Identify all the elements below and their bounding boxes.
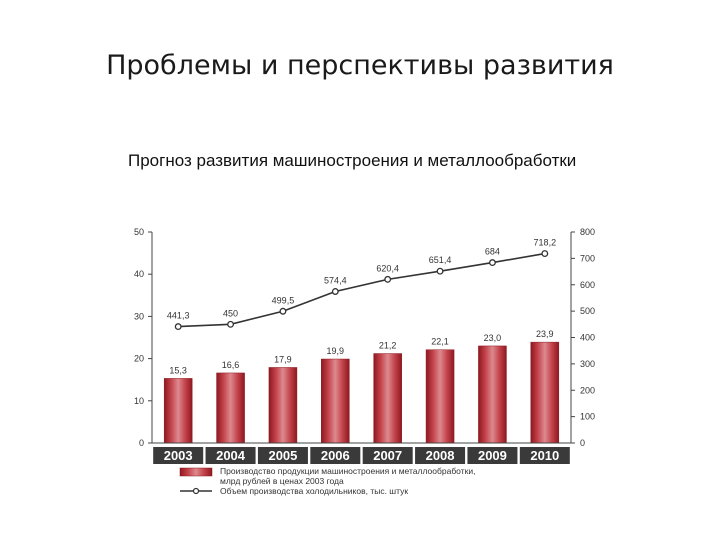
line-value-label: 684 <box>485 247 500 257</box>
line-point <box>488 259 496 267</box>
bar-value-label: 15,3 <box>169 365 187 375</box>
line-series <box>174 250 549 331</box>
legend-line-marker <box>192 487 200 495</box>
line-point <box>174 323 182 331</box>
category-label: 2008 <box>426 448 455 463</box>
line-point <box>331 288 339 295</box>
line-value-labels: 441,3 450 499,5 574,4 620,4 651,4 684 718,2 <box>167 238 556 321</box>
right-tick-label: 800 <box>580 227 595 237</box>
right-tick-label: 0 <box>580 438 585 448</box>
category-box <box>362 447 413 464</box>
category-box <box>153 447 204 464</box>
category-label: 2003 <box>164 448 193 463</box>
right-tick-label: 100 <box>580 412 595 422</box>
bar <box>425 349 455 444</box>
bar <box>373 353 402 444</box>
legend: Производство продукции машиностроения и … <box>179 466 475 496</box>
line-point <box>436 267 444 275</box>
left-tick-label: 30 <box>134 311 144 321</box>
category-box <box>467 447 518 464</box>
bar-value-label: 17,9 <box>274 354 292 364</box>
bar-value-label: 19,9 <box>327 346 345 356</box>
category-label: 2005 <box>268 448 297 463</box>
bar <box>530 341 560 444</box>
category-box <box>519 447 570 464</box>
bar <box>268 367 298 444</box>
bar-value-labels: 15,3 16,6 17,9 19,9 21,2 22,1 23,0 23,9 <box>169 329 553 375</box>
bar-series <box>163 341 560 444</box>
line-value-label: 651,4 <box>429 255 452 265</box>
left-tick-label: 10 <box>134 396 144 406</box>
category-box <box>257 447 308 464</box>
line-value-label: 450 <box>223 308 238 318</box>
line-point <box>384 275 392 283</box>
category-label: 2007 <box>373 448 402 463</box>
line-value-label: 574,4 <box>324 276 347 286</box>
chart-subtitle: Прогноз развития машиностроения и металл… <box>128 151 577 170</box>
line-path <box>178 252 545 328</box>
right-tick-label: 200 <box>580 385 595 395</box>
category-label: 2009 <box>478 448 507 463</box>
right-tick-label: 300 <box>580 359 595 369</box>
category-label: 2006 <box>321 448 350 463</box>
bar-value-label: 16,6 <box>222 360 240 370</box>
legend-line-label: Объем производства холодильников, тыс. ш… <box>220 486 408 496</box>
line-value-label: 441,3 <box>167 311 190 321</box>
left-axis: 0 10 20 30 40 50 <box>134 227 153 448</box>
category-label: 2004 <box>216 448 246 463</box>
category-box <box>415 447 466 464</box>
line-point <box>541 250 549 258</box>
left-tick-label: 50 <box>134 227 144 237</box>
line-point <box>279 307 287 315</box>
right-tick-label: 500 <box>580 306 595 316</box>
line-value-label: 620,4 <box>376 263 399 273</box>
bar-value-label: 21,2 <box>379 341 397 351</box>
legend-bar-label: Производство продукции машиностроения и … <box>220 466 475 486</box>
line-point <box>227 320 235 328</box>
right-tick-label: 400 <box>580 333 595 343</box>
right-tick-label: 700 <box>580 253 595 263</box>
bar-value-label: 23,9 <box>536 329 554 339</box>
x-axis-ticks: 2003 2004 2005 2006 2007 2008 2009 2010 <box>152 442 571 464</box>
slide-title: Проблемы и перспективы развития <box>106 50 614 81</box>
category-box <box>310 447 361 464</box>
line-value-label: 499,5 <box>272 295 295 305</box>
bar-value-label: 22,1 <box>431 337 449 347</box>
bar-value-label: 23,0 <box>484 333 502 343</box>
left-tick-label: 0 <box>139 438 144 448</box>
line-value-label: 718,2 <box>534 238 557 248</box>
left-tick-label: 20 <box>134 354 144 364</box>
right-tick-label: 600 <box>580 280 595 290</box>
bar <box>216 372 245 444</box>
legend-bar-swatch <box>179 467 213 477</box>
category-label: 2010 <box>530 448 559 463</box>
category-box <box>205 447 256 464</box>
left-tick-label: 40 <box>134 269 144 279</box>
bar <box>321 358 350 444</box>
bar <box>163 378 193 444</box>
right-axis: 0 100 200 300 400 500 600 700 800 <box>570 227 595 448</box>
bar <box>478 345 507 444</box>
